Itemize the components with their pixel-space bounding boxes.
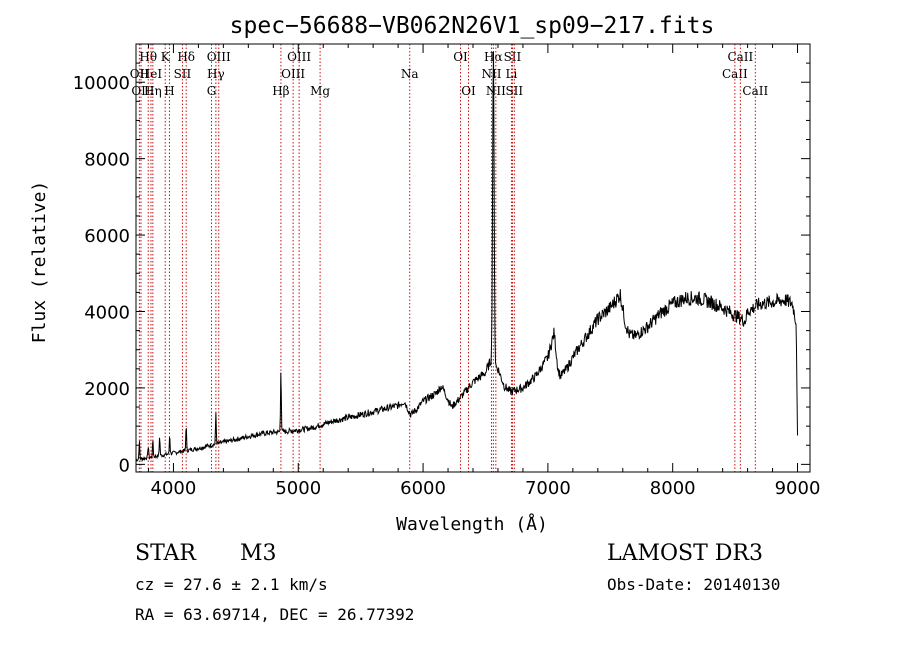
- spectrum-line: [135, 51, 798, 462]
- line-label-h: H: [164, 84, 174, 98]
- line-label-sii-2: SII: [505, 84, 523, 98]
- line-label-hei: HeI: [140, 67, 163, 81]
- line-label-oiii-3: OIII: [287, 50, 311, 64]
- plot-frame: [135, 43, 811, 473]
- line-label-caii-2: CaII: [727, 50, 753, 64]
- x-tick-label: 6000: [400, 478, 446, 499]
- line-label-oiii-2: OIII: [281, 67, 305, 81]
- survey-name: LAMOST DR3: [607, 541, 763, 566]
- line-label-hdelta: Hδ: [177, 50, 195, 64]
- line-label-caii-3: CaII: [742, 84, 768, 98]
- line-label-hgamma: Hγ: [207, 67, 225, 81]
- line-label-caii-1: CaII: [722, 67, 748, 81]
- x-tick-label: 7000: [525, 478, 571, 499]
- object-subclass: M3: [240, 541, 277, 566]
- line-label-heta: Hη: [144, 84, 162, 98]
- object-class: STAR: [135, 541, 197, 566]
- line-label-g: G: [207, 84, 217, 98]
- line-label-na: Na: [401, 67, 419, 81]
- x-tick-label: 8000: [650, 478, 696, 499]
- obs-date-text: Obs-Date: 20140130: [607, 575, 780, 594]
- y-tick-label: 2000: [84, 379, 130, 400]
- line-label-sii: SII: [174, 67, 192, 81]
- line-label-oii: OII: [130, 67, 150, 81]
- coords-text: RA = 63.69714, DEC = 26.77392: [135, 605, 414, 624]
- line-label-oi-2: OI: [461, 84, 476, 98]
- x-tick-label: 5000: [275, 478, 321, 499]
- line-label-oi-1: OI: [453, 50, 468, 64]
- redshift-text: cz = 27.6 ± 2.1 km/s: [135, 575, 328, 594]
- y-tick-label: 0: [119, 455, 130, 476]
- y-tick-label: 8000: [84, 150, 130, 171]
- line-label-li: Li: [506, 67, 518, 81]
- chart-title: spec−56688−VB062N26V1_sp09−217.fits: [230, 13, 715, 39]
- y-tick-label: 6000: [84, 226, 130, 247]
- line-label-nii-1: NII: [481, 67, 501, 81]
- line-label-sii-1: SII: [504, 50, 522, 64]
- x-axis-label: Wavelength (Å): [396, 513, 548, 535]
- x-tick-label: 4000: [151, 478, 197, 499]
- line-label-mg: Mg: [310, 84, 330, 98]
- line-label-oiii-1: OIII: [207, 50, 231, 64]
- y-axis-label: Flux (relative): [29, 181, 50, 344]
- line-label-nii-2: NII: [486, 84, 506, 98]
- y-tick-label: 10000: [73, 73, 130, 94]
- x-tick-label: 9000: [775, 478, 821, 499]
- line-label-htheta: Hθ: [139, 50, 157, 64]
- y-tick-label: 4000: [84, 303, 130, 324]
- line-label-hbeta: Hβ: [272, 84, 289, 98]
- line-label-k: K: [161, 50, 171, 64]
